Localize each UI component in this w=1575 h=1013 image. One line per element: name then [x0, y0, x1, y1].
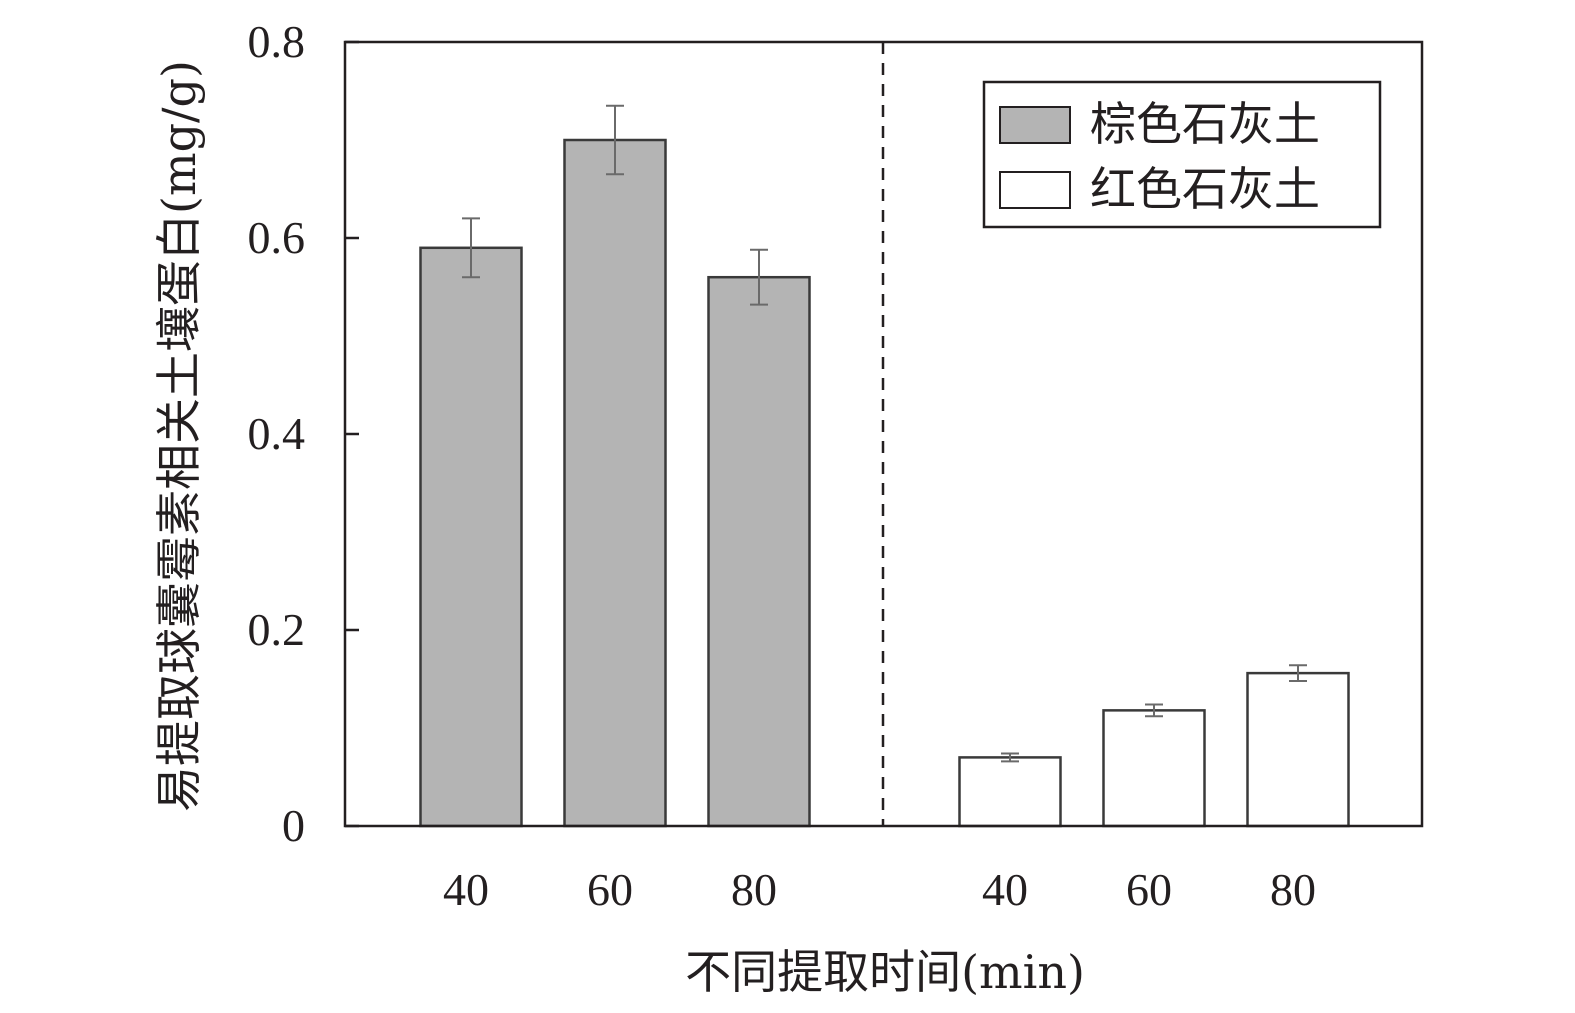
legend-swatch-red-soil	[999, 171, 1071, 209]
bar	[958, 756, 1062, 828]
x-axis-title: 不同提取时间(min)	[685, 945, 1085, 999]
plot-area	[419, 104, 1350, 828]
x-tick-label: 80	[1270, 864, 1316, 915]
y-axis-title: 易提取球囊霉素相关土壤蛋白(mg/g)	[152, 60, 206, 812]
y-tick-label: 0.6	[248, 212, 306, 263]
y-tick-label: 0	[282, 800, 305, 851]
x-tick-label: 60	[587, 864, 633, 915]
axes: 0 0.2 0.4 0.6 0.8 40 60 80 40 60 80	[248, 16, 1424, 915]
bar	[563, 138, 667, 828]
y-tick-label: 0.8	[248, 16, 306, 67]
x-tick-label: 40	[443, 864, 489, 915]
bar	[707, 275, 811, 828]
x-tick-label: 40	[982, 864, 1028, 915]
bar	[1246, 671, 1350, 828]
legend-label-red-soil: 红色石灰土	[1090, 162, 1320, 216]
bar	[419, 246, 523, 828]
y-tick-label: 0.2	[248, 604, 306, 655]
bar	[1102, 709, 1206, 828]
legend-label-brown-soil: 棕色石灰土	[1090, 97, 1320, 151]
x-tick-label: 80	[731, 864, 777, 915]
y-tick-label: 0.4	[248, 408, 306, 459]
legend-swatch-brown-soil	[999, 106, 1071, 144]
legend: 棕色石灰土 红色石灰土	[982, 80, 1382, 229]
x-tick-label: 60	[1126, 864, 1172, 915]
